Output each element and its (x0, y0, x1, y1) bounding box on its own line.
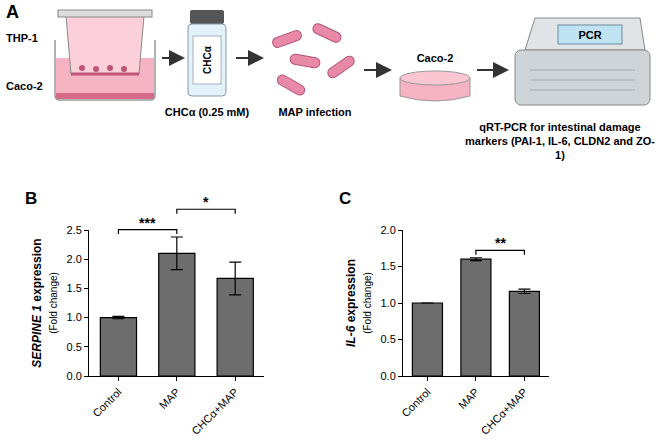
svg-text:MAP: MAP (456, 386, 481, 411)
svg-text:1.0: 1.0 (381, 297, 396, 309)
svg-text:Caco-2: Caco-2 (6, 80, 43, 92)
svg-text:CHCα+MAP: CHCα+MAP (189, 386, 240, 437)
svg-text:MAP: MAP (157, 386, 182, 411)
svg-text:*: * (203, 194, 209, 210)
svg-text:A: A (6, 2, 19, 22)
svg-text:2.0: 2.0 (67, 253, 82, 265)
svg-text:C: C (339, 189, 351, 208)
svg-text:CHCα: CHCα (202, 45, 213, 74)
svg-text:Control: Control (399, 386, 433, 420)
svg-text:1.5: 1.5 (67, 282, 82, 294)
svg-text:IL-6 expression(Fold change): IL-6 expression(Fold change) (344, 259, 373, 347)
svg-text:CHCα (0.25 mM): CHCα (0.25 mM) (165, 106, 250, 118)
svg-text:0.0: 0.0 (381, 370, 396, 382)
svg-text:0.5: 0.5 (381, 333, 396, 345)
svg-text:1.0: 1.0 (67, 311, 82, 323)
svg-text:0.0: 0.0 (67, 370, 82, 382)
svg-text:Caco-2: Caco-2 (417, 52, 454, 64)
svg-text:1.5: 1.5 (381, 260, 396, 272)
svg-text:0.5: 0.5 (67, 341, 82, 353)
svg-text:2.5: 2.5 (67, 224, 82, 236)
svg-text:2.0: 2.0 (381, 224, 396, 236)
html-text:qRT-PCR for intestinal damage: qRT-PCR for intestinal damage markers (P… (465, 121, 655, 161)
svg-text:B: B (25, 189, 37, 208)
svg-text:MAP infection: MAP infection (278, 106, 351, 118)
svg-text:***: *** (139, 215, 156, 231)
svg-text:PCR: PCR (578, 29, 601, 41)
svg-text:CHCα+MAP: CHCα+MAP (478, 386, 529, 437)
svg-text:**: ** (495, 235, 506, 251)
svg-text:SERPINE 1 expression(Fold chan: SERPINE 1 expression(Fold change) (30, 238, 59, 367)
svg-text:THP-1: THP-1 (6, 32, 38, 44)
svg-text:Control: Control (90, 386, 124, 420)
